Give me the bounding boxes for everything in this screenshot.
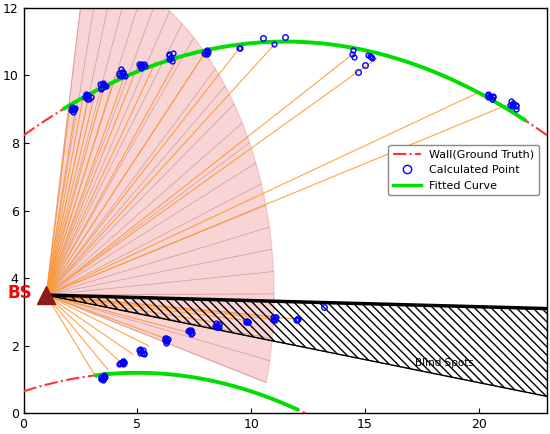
Legend: Wall(Ground Truth), Calculated Point, Fitted Curve: Wall(Ground Truth), Calculated Point, Fi…: [388, 145, 539, 195]
Text: BS: BS: [8, 284, 32, 302]
Text: Blind Spots: Blind Spots: [415, 358, 474, 368]
Polygon shape: [46, 0, 274, 382]
